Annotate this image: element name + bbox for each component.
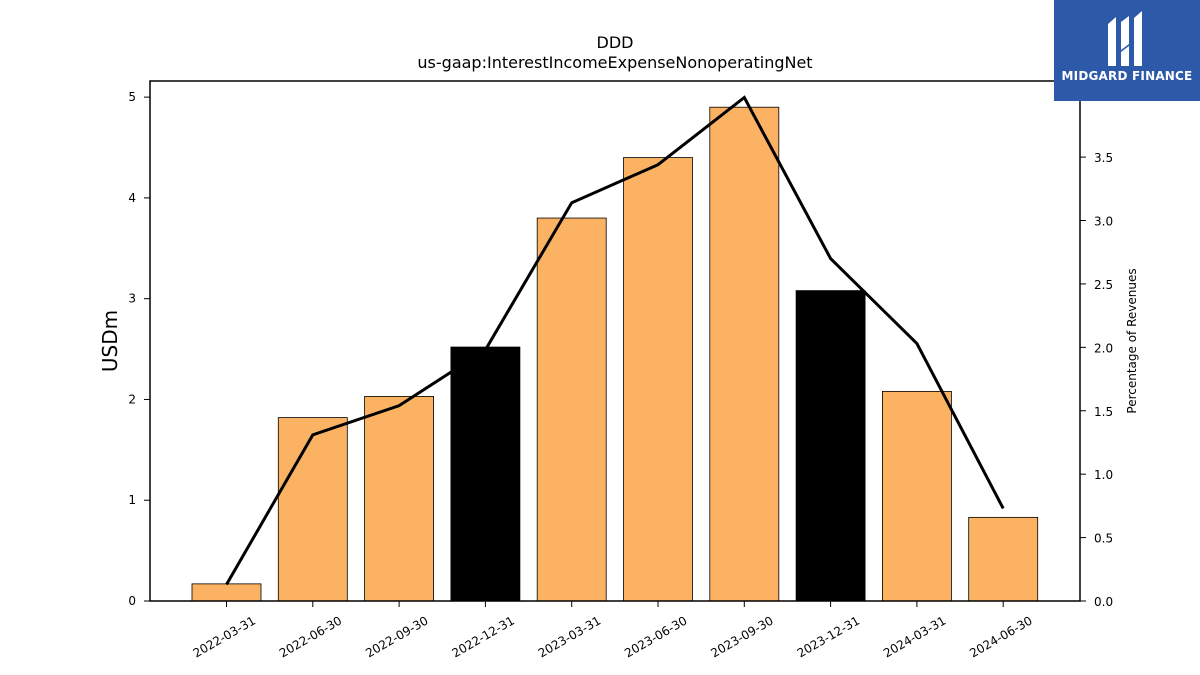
bar-2023-03-31 — [536, 217, 607, 602]
y2-tick-label: 0.0 — [1094, 595, 1113, 609]
logo-text: MIDGARD FINANCE — [1061, 69, 1193, 83]
y2-tick-label: 1.5 — [1094, 405, 1113, 419]
y2-tick-label: 3.0 — [1094, 215, 1113, 229]
x-tick-label: 2022-06-30 — [277, 613, 344, 660]
bar-2023-09-30 — [709, 106, 780, 602]
logo-mark-icon — [1108, 11, 1142, 66]
chart-subtitle: us-gaap:InterestIncomeExpenseNonoperatin… — [417, 53, 812, 72]
bar-2022-09-30 — [364, 396, 435, 602]
x-tick-label: 2022-12-31 — [449, 613, 516, 660]
y2-tick-label: 1.0 — [1094, 468, 1113, 482]
bar-2023-12-31 — [795, 290, 866, 602]
bars-layer — [191, 106, 1039, 602]
y-tick-label: 3 — [128, 292, 136, 306]
percentage-line — [225, 95, 1005, 586]
line-layer — [225, 95, 1005, 586]
bar-2022-12-31 — [450, 346, 521, 602]
x-tick-label: 2024-06-30 — [967, 613, 1034, 660]
y2-tick-label: 0.5 — [1094, 532, 1113, 546]
bar-2022-03-31 — [191, 583, 262, 602]
y-tick-label: 4 — [128, 191, 136, 205]
x-tick-label: 2022-03-31 — [191, 613, 258, 660]
y-tick-label: 0 — [128, 594, 136, 608]
y2-tick-label: 2.0 — [1094, 341, 1113, 355]
y-tick-label: 1 — [128, 493, 136, 507]
bar-2024-03-31 — [882, 390, 952, 602]
y-axis-label-right: Percentage of Revenues — [1125, 268, 1139, 413]
x-tick-label: 2023-12-31 — [795, 613, 862, 660]
bar-2023-06-30 — [623, 157, 693, 602]
x-tick-label: 2022-09-30 — [363, 613, 430, 660]
y-tick-label: 2 — [128, 392, 136, 406]
x-tick-label: 2024-03-31 — [881, 613, 948, 660]
chart-title: DDD — [597, 33, 634, 52]
y2-tick-label: 2.5 — [1094, 278, 1113, 292]
bar-2024-06-30 — [968, 516, 1039, 602]
y-axis-left: 0 1 2 3 4 5 — [128, 90, 150, 608]
y-axis-right: 0.0 0.5 1.0 1.5 2.0 2.5 3.0 3.5 — [1080, 151, 1113, 609]
y2-tick-label: 3.5 — [1094, 151, 1113, 165]
x-tick-label: 2023-06-30 — [622, 613, 689, 660]
x-tick-label: 2023-09-30 — [708, 613, 775, 660]
x-tick-label: 2023-03-31 — [536, 613, 603, 660]
x-axis: 2022-03-31 2022-06-30 2022-09-30 2022-12-31… — [191, 601, 1035, 660]
plot-frame — [149, 80, 1081, 602]
bar-2022-06-30 — [277, 417, 348, 602]
y-tick-label: 5 — [128, 90, 136, 104]
midgard-finance-logo: MIDGARD FINANCE — [1054, 0, 1200, 101]
y-axis-label-left: USDm — [98, 310, 122, 372]
